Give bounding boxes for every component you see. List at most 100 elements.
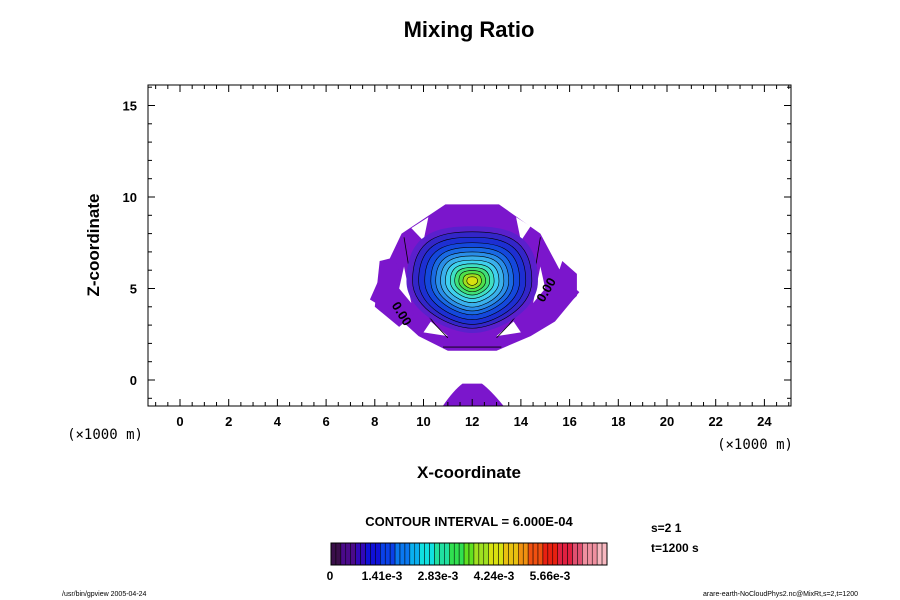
colorbar-cell (547, 542, 554, 566)
footer-right: arare-earth-NoCloudPhys2.nc@MixRt,s=2,t=… (703, 591, 858, 598)
y-tick-label: 5 (130, 282, 137, 297)
colorbar-cell (434, 542, 440, 566)
colorbar-cell (582, 542, 588, 566)
colorbar-cell (439, 542, 445, 566)
colorbar-cell (508, 542, 514, 566)
x-unit-left: (×1000 m) (67, 427, 143, 443)
x-tick-label: 22 (708, 414, 722, 429)
colorbar-cell (389, 542, 396, 566)
colorbar-cell (414, 542, 420, 566)
colorbar-cell (375, 542, 381, 566)
colorbar-label: 0 (327, 569, 334, 583)
x-tick-label: 6 (322, 414, 329, 429)
y-tick-label: 10 (123, 190, 137, 205)
colorbar-cell (370, 542, 376, 566)
y-axis: 0 5 10 15 (123, 86, 791, 399)
colorbar-cell (513, 542, 519, 566)
colorbar-frame (330, 542, 608, 566)
colorbar-cell (409, 542, 416, 566)
contour-left-lobe (374, 257, 414, 327)
colorbar-label: 2.83e-3 (418, 569, 459, 583)
colorbar-label: 1.41e-3 (362, 569, 403, 583)
colorbar-cell (552, 542, 558, 566)
colorbar-cell (542, 542, 549, 566)
x-tick-label: 4 (274, 414, 282, 429)
colorbar-cell (596, 542, 603, 566)
colorbar (330, 542, 608, 566)
colorbar-cell (557, 542, 563, 566)
colorbar-cell (518, 542, 524, 566)
colorbar-cell (478, 542, 485, 566)
colorbar-cell (458, 542, 465, 566)
x-tick-label: 12 (465, 414, 479, 429)
colorbar-cell (404, 542, 411, 566)
colorbar-cell (587, 542, 593, 566)
x-axis-label: X-coordinate (417, 463, 521, 482)
colorbar-cell (493, 542, 499, 566)
colorbar-label: 4.24e-3 (474, 569, 515, 583)
contour-gap (496, 321, 521, 337)
x-tick-label: 10 (416, 414, 430, 429)
colorbar-cell (449, 542, 455, 566)
colorbar-cell (562, 542, 568, 566)
colorbar-cell (380, 542, 386, 566)
y-tick-label: 0 (130, 373, 137, 388)
colorbar-cell (601, 542, 608, 566)
x-tick-label: 16 (562, 414, 576, 429)
colorbar-cell (567, 542, 573, 566)
x-tick-label: 0 (176, 414, 183, 429)
x-tick-label: 2 (225, 414, 232, 429)
colorbar-labels: 0 1.41e-3 2.83e-3 4.24e-3 5.66e-3 (327, 569, 571, 583)
x-unit-right: (×1000 m) (717, 437, 793, 453)
colorbar-cell (488, 542, 494, 566)
colorbar-cell (527, 542, 534, 566)
colorbar-cell (394, 542, 401, 566)
colorbar-cell (355, 542, 361, 566)
colorbar-cell (453, 542, 460, 566)
colorbar-cell (537, 542, 544, 566)
colorbar-cell (384, 542, 391, 566)
x-tick-label: 24 (757, 414, 772, 429)
colorbar-cell (522, 542, 529, 566)
contour-right-lobe (533, 261, 577, 326)
colorbar-cell (473, 542, 480, 566)
s-label: s=2 1 (651, 521, 682, 535)
colorbar-cell (330, 542, 337, 566)
colorbar-cell (503, 542, 509, 566)
contour-level (466, 276, 478, 286)
colorbar-cell (335, 542, 342, 566)
contour-gap (411, 217, 429, 241)
colorbar-cell (340, 542, 347, 566)
contour-gap (399, 266, 412, 304)
contour-gap (423, 321, 448, 337)
colorbar-cell (572, 542, 578, 566)
plot-frame (147, 84, 792, 407)
x-tick-label: 20 (660, 414, 674, 429)
colorbar-cell (532, 542, 539, 566)
colorbar-cell (360, 542, 366, 566)
colorbar-cell (577, 542, 583, 566)
x-axis: 0 2 4 6 8 10 12 14 16 18 20 22 24 (155, 85, 790, 429)
colorbar-cell (419, 542, 425, 566)
colorbar-cell (429, 542, 435, 566)
colorbar-cell (468, 542, 475, 566)
colorbar-cell (399, 542, 406, 566)
colorbar-cell (444, 542, 450, 566)
colorbar-cell (345, 542, 351, 566)
colorbar-cell (498, 542, 504, 566)
contour-interval-text: CONTOUR INTERVAL = 6.000E-04 (365, 514, 573, 529)
t-label: t=1200 s (651, 541, 699, 555)
footer-left: /usr/bin/gpview 2005-04-24 (62, 591, 147, 598)
x-tick-label: 8 (371, 414, 378, 429)
contour-ground-blob (442, 383, 504, 406)
colorbar-label: 5.66e-3 (530, 569, 571, 583)
colorbar-cell (365, 542, 371, 566)
x-tick-label: 18 (611, 414, 625, 429)
colorbar-cell (463, 542, 470, 566)
chart-title: Mixing Ratio (404, 17, 535, 42)
contour-gap (516, 217, 531, 241)
colorbar-cell (350, 542, 356, 566)
colorbar-cell (591, 542, 598, 566)
